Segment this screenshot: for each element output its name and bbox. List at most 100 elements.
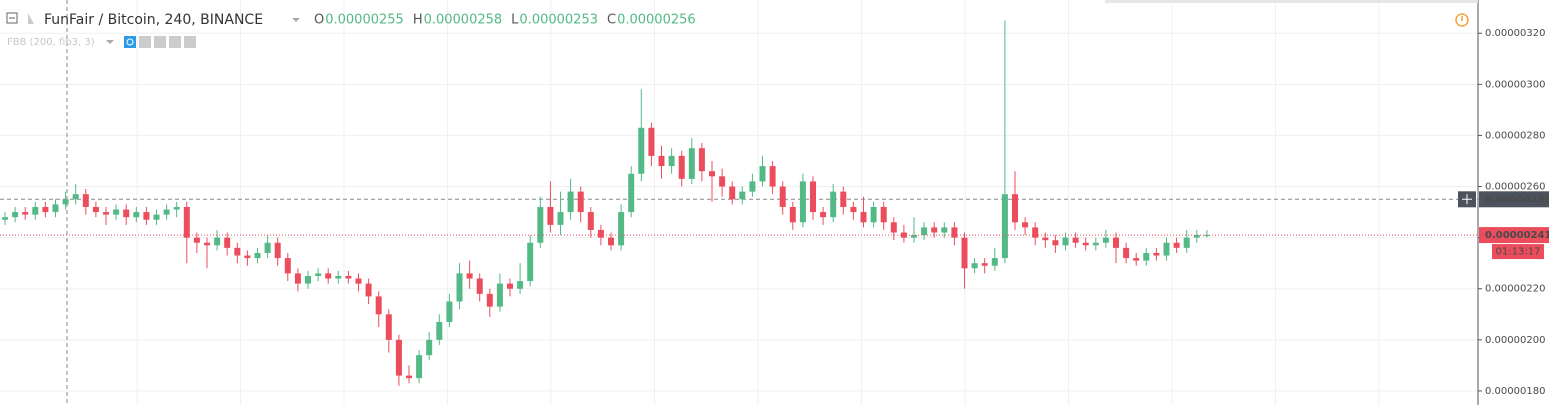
candle-body [698, 148, 705, 172]
indicator-eye[interactable] [124, 36, 136, 48]
candle-body [1183, 237, 1190, 248]
y-tick-label: 0.00000260 [1485, 182, 1545, 193]
y-tick-label: 0.00000320 [1485, 28, 1545, 39]
candle-body [779, 186, 786, 207]
candle-body [133, 212, 140, 218]
candle-body [739, 191, 746, 200]
candle-body [709, 171, 715, 177]
y-tick-label: 0.00000200 [1485, 335, 1545, 346]
candle-body [789, 206, 796, 223]
ohlc-key: O [314, 13, 324, 28]
candle-body [547, 206, 554, 225]
candle-body [618, 212, 625, 246]
candle-body [103, 212, 109, 215]
candle-body [355, 278, 362, 284]
indicator-source[interactable] [154, 36, 166, 48]
y-tick-label: 0.00000180 [1485, 386, 1545, 397]
candle-body [12, 212, 19, 218]
candle-body [1042, 237, 1049, 241]
candle-body [1153, 252, 1160, 256]
ohlc-value: 0.00000256 [617, 13, 696, 28]
candle-body [971, 263, 978, 269]
last-price-badge [1479, 227, 1549, 244]
candle-body [991, 258, 998, 266]
candle-body [183, 206, 190, 238]
candle-body [1062, 237, 1069, 246]
candle-body [1012, 194, 1018, 223]
candle-body [587, 212, 594, 230]
last-price-label: 0.00000241 [1485, 230, 1549, 241]
indicator-remove[interactable] [184, 36, 196, 48]
candle-body [830, 191, 837, 218]
candle-body [557, 212, 564, 225]
candle-body [274, 242, 281, 259]
indicator-settings[interactable] [139, 36, 151, 48]
candle-body [577, 191, 584, 213]
ohlc-value: 0.00000253 [519, 13, 598, 28]
candle-body [658, 155, 665, 167]
candle-body [284, 258, 291, 274]
candle-body [173, 206, 180, 210]
y-tick-label: 0.00000300 [1485, 79, 1545, 90]
candle-body [22, 212, 29, 215]
crosshair-price-label: 0.00000255 [1485, 194, 1549, 205]
ohlc-value: 0.00000258 [424, 13, 503, 28]
indicator-dropdown[interactable] [106, 40, 114, 44]
candle-body [567, 191, 574, 213]
ohlc-key: L [511, 13, 519, 28]
collapse-icon[interactable] [6, 12, 18, 24]
candle-body [961, 237, 968, 269]
countdown-badge [1492, 244, 1544, 260]
candle-body [305, 275, 311, 284]
candle-body [1102, 237, 1109, 243]
candle-body [375, 296, 382, 315]
candle-body [214, 237, 221, 246]
candle-body [729, 186, 736, 200]
candle-body [204, 242, 210, 246]
candle-body [486, 293, 493, 307]
candle-body [719, 176, 726, 187]
candle-body [446, 301, 453, 322]
candle-body [244, 255, 251, 259]
candle-body [678, 155, 685, 179]
candle-body [951, 227, 958, 238]
candle-body [193, 237, 200, 243]
candle-body [1123, 247, 1130, 259]
candle-body [1143, 252, 1150, 261]
indicator-label: FBB (200, fib3, 3) [7, 37, 95, 48]
warning-icon[interactable] [1455, 13, 1469, 27]
candle-body [537, 206, 544, 243]
y-tick-label: 0.00000220 [1485, 284, 1545, 295]
candle-body [365, 283, 372, 297]
candle-body [941, 227, 948, 233]
candle-body [1113, 237, 1119, 248]
candle-body [52, 204, 59, 213]
y-tick-label: 0.00000280 [1485, 130, 1545, 141]
ohlc-value: 0.00000255 [325, 13, 404, 28]
candle-body [466, 273, 473, 279]
title-dropdown[interactable] [292, 18, 300, 22]
ohlc-key: H [413, 13, 423, 28]
candle-body [1072, 237, 1079, 243]
symbol-icon [28, 13, 34, 24]
candle-body [688, 148, 695, 179]
candle-body [254, 252, 261, 259]
candle-body [1052, 240, 1059, 246]
candle-body [224, 237, 231, 248]
indicator-more[interactable] [169, 36, 181, 48]
candle-body [143, 212, 150, 220]
candle-body [113, 209, 120, 215]
candle-body [385, 314, 392, 340]
candle-body [315, 273, 322, 276]
candle-body [1032, 227, 1039, 238]
candle-body [72, 194, 79, 200]
candle-body [1163, 242, 1170, 256]
candle-body [1133, 258, 1140, 261]
candle-body [123, 209, 130, 218]
candle-body [507, 283, 513, 289]
candle-body [395, 339, 402, 376]
candle-body [527, 242, 534, 282]
plot-layer [0, 0, 1478, 405]
candle-body [234, 247, 241, 256]
candle-body [921, 227, 928, 236]
